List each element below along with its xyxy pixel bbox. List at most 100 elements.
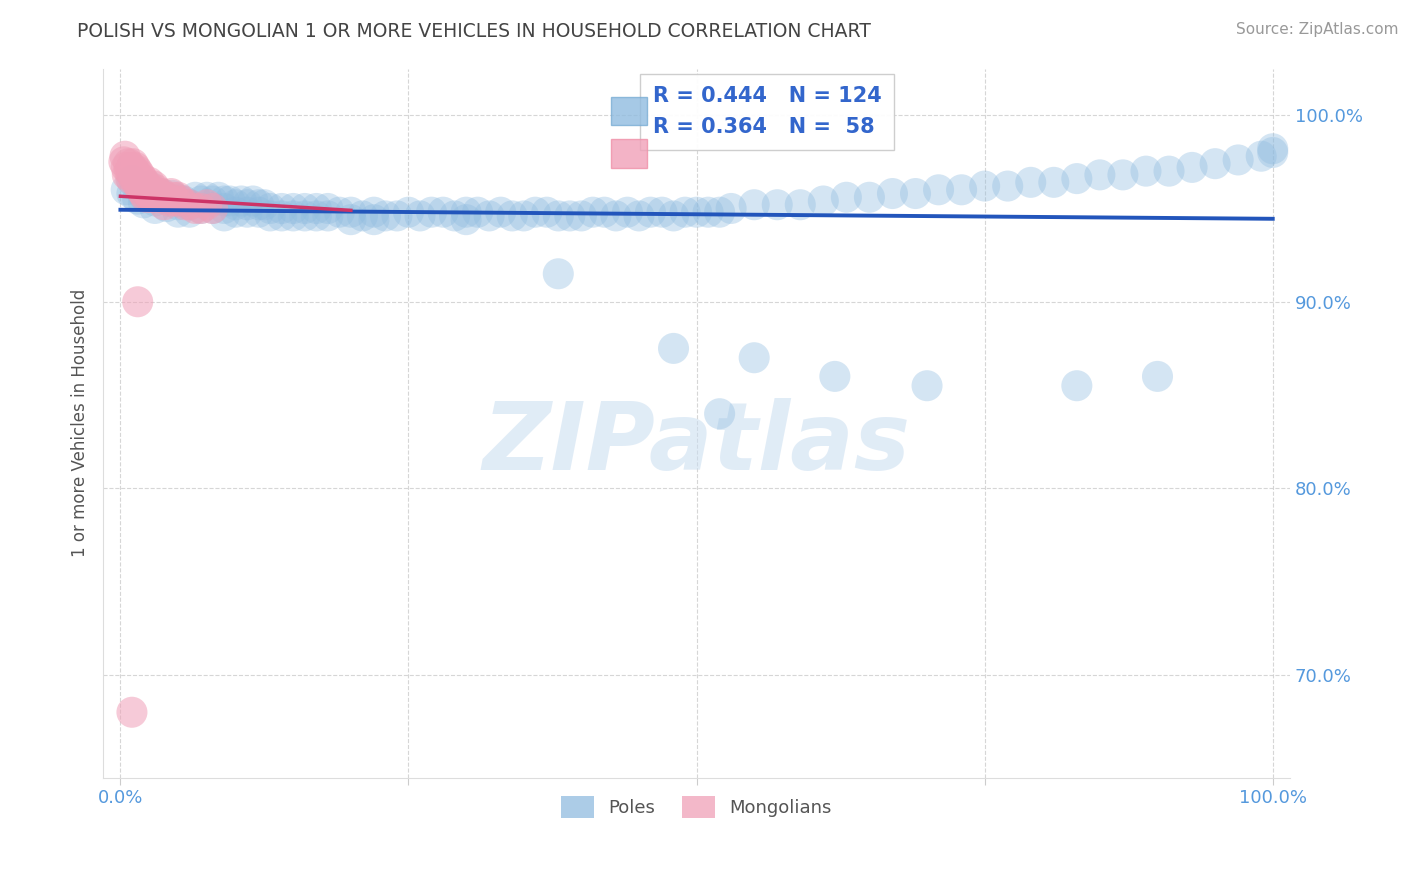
Text: Source: ZipAtlas.com: Source: ZipAtlas.com	[1236, 22, 1399, 37]
Point	[114, 149, 136, 163]
Point	[184, 202, 207, 216]
Point	[420, 205, 443, 219]
Point	[616, 205, 638, 219]
Point	[467, 205, 489, 219]
Point	[143, 194, 166, 208]
Point	[115, 183, 138, 197]
Point	[582, 205, 605, 219]
Point	[139, 190, 162, 204]
Point	[117, 156, 139, 170]
Point	[294, 209, 316, 223]
Point	[1019, 175, 1042, 189]
Point	[141, 183, 163, 197]
Point	[673, 205, 696, 219]
Point	[627, 209, 650, 223]
Point	[1204, 156, 1226, 170]
Point	[138, 183, 160, 197]
Point	[766, 198, 789, 212]
Point	[824, 369, 846, 384]
Point	[997, 179, 1019, 194]
Point	[122, 171, 145, 186]
Point	[127, 192, 149, 206]
Point	[904, 186, 927, 201]
Point	[385, 209, 408, 223]
Point	[1146, 369, 1168, 384]
Point	[316, 209, 339, 223]
Point	[1157, 164, 1180, 178]
Point	[179, 198, 201, 212]
Point	[524, 205, 547, 219]
Point	[195, 190, 218, 204]
Point	[1088, 168, 1111, 182]
Point	[858, 190, 880, 204]
Point	[709, 205, 731, 219]
Point	[225, 198, 247, 212]
Point	[190, 194, 212, 208]
Point	[146, 190, 169, 204]
Point	[135, 183, 157, 197]
Point	[928, 183, 950, 197]
Point	[162, 190, 184, 204]
Point	[125, 168, 148, 182]
Point	[201, 202, 224, 216]
Point	[569, 209, 592, 223]
Point	[813, 194, 835, 208]
Point	[142, 190, 165, 204]
Point	[121, 705, 143, 719]
Point	[398, 205, 420, 219]
Point	[1181, 161, 1204, 175]
Point	[132, 183, 155, 197]
Point	[236, 198, 259, 212]
Point	[789, 198, 811, 212]
Point	[118, 164, 141, 178]
Point	[662, 342, 685, 356]
Point	[605, 209, 627, 223]
Point	[270, 202, 292, 216]
Point	[835, 190, 858, 204]
Point	[1250, 149, 1272, 163]
Point	[270, 209, 292, 223]
Point	[242, 194, 264, 208]
Point	[882, 186, 904, 201]
Point	[115, 161, 138, 175]
Point	[155, 192, 177, 206]
Point	[259, 209, 281, 223]
Point	[456, 212, 478, 227]
Point	[742, 351, 765, 365]
Point	[167, 205, 190, 219]
Point	[121, 173, 143, 187]
Point	[157, 194, 180, 208]
Point	[662, 209, 685, 223]
Point	[167, 190, 190, 204]
Point	[283, 202, 305, 216]
Point	[122, 156, 145, 170]
Point	[167, 192, 190, 206]
Point	[160, 186, 183, 201]
Point	[547, 267, 569, 281]
Point	[685, 205, 707, 219]
Point	[129, 168, 152, 182]
Point	[363, 212, 385, 227]
Point	[973, 179, 995, 194]
Point	[219, 194, 242, 208]
Point	[547, 209, 569, 223]
Point	[155, 190, 177, 204]
Point	[1227, 153, 1250, 167]
Point	[593, 205, 616, 219]
Point	[915, 378, 938, 392]
Point	[212, 194, 235, 208]
Point	[179, 198, 201, 212]
Point	[283, 209, 305, 223]
Point	[134, 175, 156, 189]
Point	[167, 198, 190, 212]
Point	[340, 212, 363, 227]
Point	[138, 179, 160, 194]
Point	[190, 202, 212, 216]
Point	[155, 200, 177, 214]
Point	[247, 205, 270, 219]
Point	[207, 190, 229, 204]
Point	[170, 194, 193, 208]
Point	[127, 294, 149, 309]
Point	[173, 194, 195, 208]
Point	[201, 194, 224, 208]
